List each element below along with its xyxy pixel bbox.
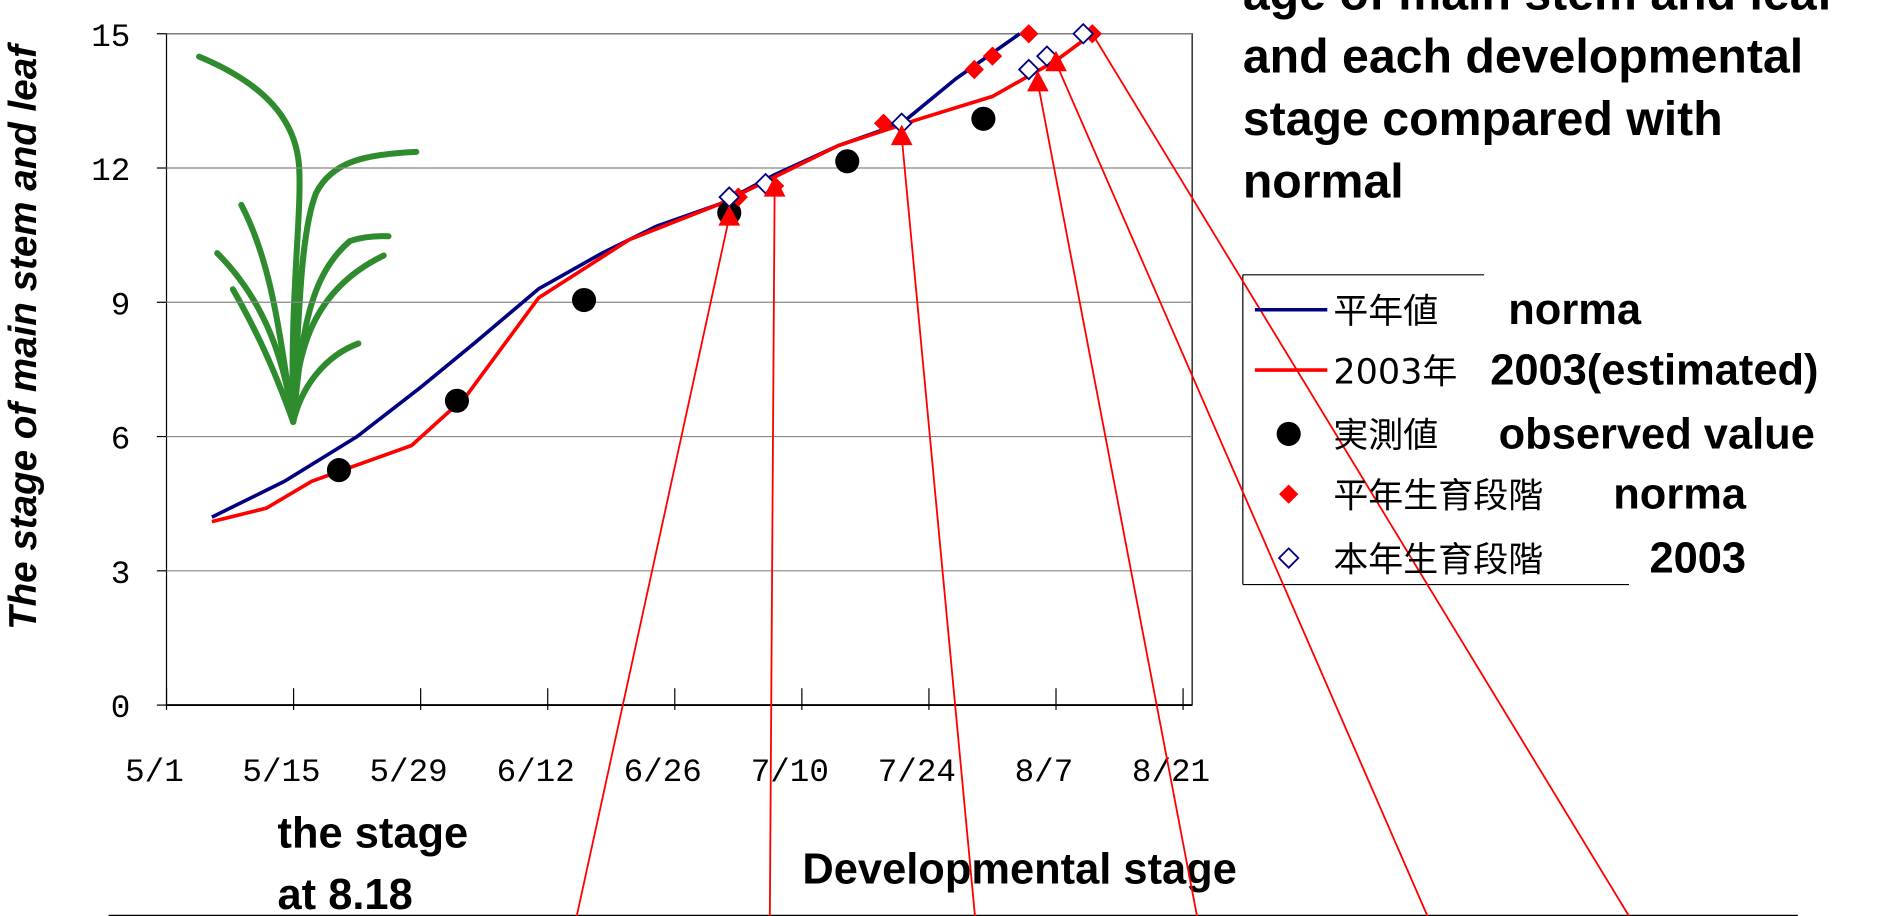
legend-label-en: 2003 <box>1649 535 1746 583</box>
plant-illustration <box>199 57 416 422</box>
y-axis-label: The stage of main stem and leaf <box>2 41 45 630</box>
data-point <box>835 149 859 173</box>
chart: The stage of main stem and leaf the stag… <box>0 0 1892 916</box>
y-tick-label: 6 <box>111 422 131 459</box>
x-tick-label: 5/1 <box>125 754 184 791</box>
leader-line <box>902 137 975 916</box>
y-tick-label: 12 <box>91 153 130 190</box>
data-point <box>971 107 995 131</box>
series-line <box>212 34 1092 522</box>
chart-title: and each developmental <box>1243 29 1803 83</box>
chart-title: normal <box>1243 155 1404 209</box>
x-tick-label: 6/12 <box>497 754 575 791</box>
chart-title: age of main stem and leaf <box>1243 0 1834 21</box>
chart-title: stage compared with <box>1243 92 1723 146</box>
x-tick-label: 6/26 <box>624 754 702 791</box>
legend-label: 本年生育段階 <box>1333 540 1543 580</box>
x-tick-label: 8/21 <box>1132 754 1210 791</box>
leader-line <box>770 188 775 916</box>
legend-label-en: 2003(estimated) <box>1490 347 1818 395</box>
legend-label-en: observed value <box>1499 410 1815 458</box>
y-tick-label: 15 <box>91 19 130 56</box>
legend-swatch <box>1279 485 1298 504</box>
x-tick-label: 5/15 <box>242 754 320 791</box>
data-point <box>445 389 469 413</box>
y-tick-label: 9 <box>111 287 131 324</box>
leader-line <box>577 217 729 916</box>
legend-label-en: norma <box>1613 471 1747 519</box>
x-tick-label: 7/10 <box>751 754 829 791</box>
x-tick-label: 8/7 <box>1015 754 1074 791</box>
legend-label: 平年値 <box>1333 292 1438 332</box>
data-point <box>327 458 351 482</box>
legend-label: 実測値 <box>1333 416 1438 456</box>
data-point <box>572 288 596 312</box>
annotation: at 8.18 <box>278 871 413 916</box>
y-tick-label: 0 <box>111 690 131 727</box>
legend-label-en: norma <box>1508 286 1642 334</box>
y-tick-label: 3 <box>111 556 131 593</box>
x-tick-label: 7/24 <box>878 754 956 791</box>
series-line <box>212 34 1020 517</box>
legend-label: 平年生育段階 <box>1333 476 1543 516</box>
leader-line <box>1038 83 1197 916</box>
stage-marker <box>1019 24 1038 43</box>
legend-swatch <box>1277 422 1301 446</box>
annotation: Developmental stage <box>802 845 1236 893</box>
x-tick-label: 5/29 <box>369 754 447 791</box>
legend-label: 2003年 <box>1333 352 1457 392</box>
annotation: the stage <box>278 809 469 857</box>
legend-swatch <box>1279 548 1298 567</box>
